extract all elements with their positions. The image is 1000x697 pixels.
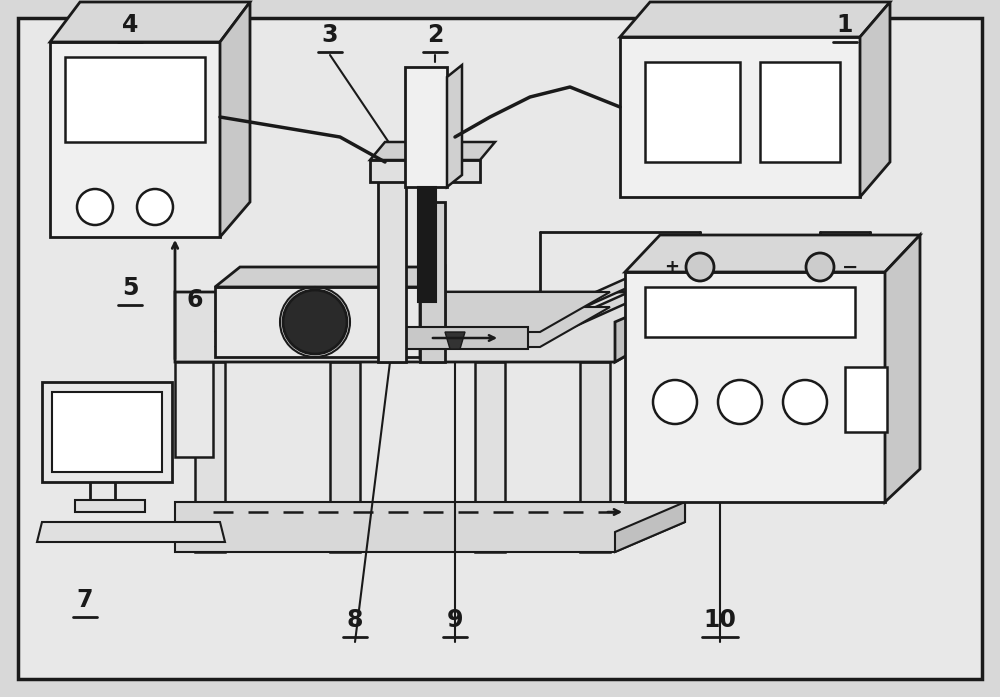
- Bar: [50, 42, 220, 237]
- Polygon shape: [215, 292, 610, 332]
- Circle shape: [77, 189, 113, 225]
- Bar: [418, 187, 436, 302]
- Text: 6: 6: [187, 288, 203, 312]
- Bar: [195, 362, 225, 552]
- Polygon shape: [540, 252, 685, 327]
- Polygon shape: [620, 2, 890, 37]
- Polygon shape: [175, 502, 685, 552]
- Text: 1: 1: [837, 13, 853, 37]
- Text: 3: 3: [322, 23, 338, 47]
- Circle shape: [283, 290, 347, 354]
- Text: 9: 9: [447, 608, 463, 632]
- Circle shape: [718, 380, 762, 424]
- Polygon shape: [615, 292, 685, 362]
- Bar: [65, 57, 205, 142]
- Bar: [42, 382, 172, 482]
- Circle shape: [686, 253, 714, 281]
- Bar: [645, 62, 740, 162]
- Polygon shape: [445, 332, 465, 349]
- Bar: [75, 500, 145, 512]
- Bar: [405, 67, 447, 187]
- Bar: [645, 287, 855, 337]
- Bar: [388, 327, 528, 349]
- Circle shape: [653, 380, 697, 424]
- Bar: [665, 247, 690, 302]
- Text: 5: 5: [122, 276, 138, 300]
- Polygon shape: [625, 235, 920, 272]
- Text: 2: 2: [427, 23, 443, 47]
- Bar: [175, 362, 213, 457]
- Polygon shape: [37, 522, 225, 542]
- Text: −: −: [842, 257, 858, 277]
- Bar: [420, 202, 445, 362]
- Polygon shape: [615, 502, 685, 552]
- Polygon shape: [655, 327, 685, 522]
- Bar: [370, 160, 480, 182]
- Circle shape: [783, 380, 827, 424]
- Bar: [620, 37, 860, 197]
- Polygon shape: [540, 267, 685, 342]
- Polygon shape: [50, 2, 250, 42]
- Polygon shape: [215, 307, 610, 347]
- Polygon shape: [220, 2, 250, 237]
- Bar: [52, 392, 162, 472]
- Polygon shape: [175, 292, 685, 362]
- Polygon shape: [420, 267, 445, 357]
- Bar: [475, 362, 505, 552]
- Polygon shape: [447, 65, 462, 187]
- Polygon shape: [215, 267, 445, 287]
- Circle shape: [806, 253, 834, 281]
- Circle shape: [137, 189, 173, 225]
- Text: 4: 4: [122, 13, 138, 37]
- Bar: [378, 167, 406, 362]
- Bar: [625, 272, 885, 502]
- Text: 7: 7: [77, 588, 93, 612]
- Polygon shape: [860, 2, 890, 197]
- Bar: [845, 367, 887, 432]
- Polygon shape: [215, 287, 420, 357]
- Text: 10: 10: [704, 608, 736, 632]
- Text: +: +: [664, 258, 680, 276]
- Polygon shape: [885, 235, 920, 502]
- Bar: [330, 362, 360, 552]
- Bar: [760, 62, 840, 162]
- Text: 8: 8: [347, 608, 363, 632]
- Polygon shape: [370, 142, 495, 160]
- Bar: [580, 362, 610, 552]
